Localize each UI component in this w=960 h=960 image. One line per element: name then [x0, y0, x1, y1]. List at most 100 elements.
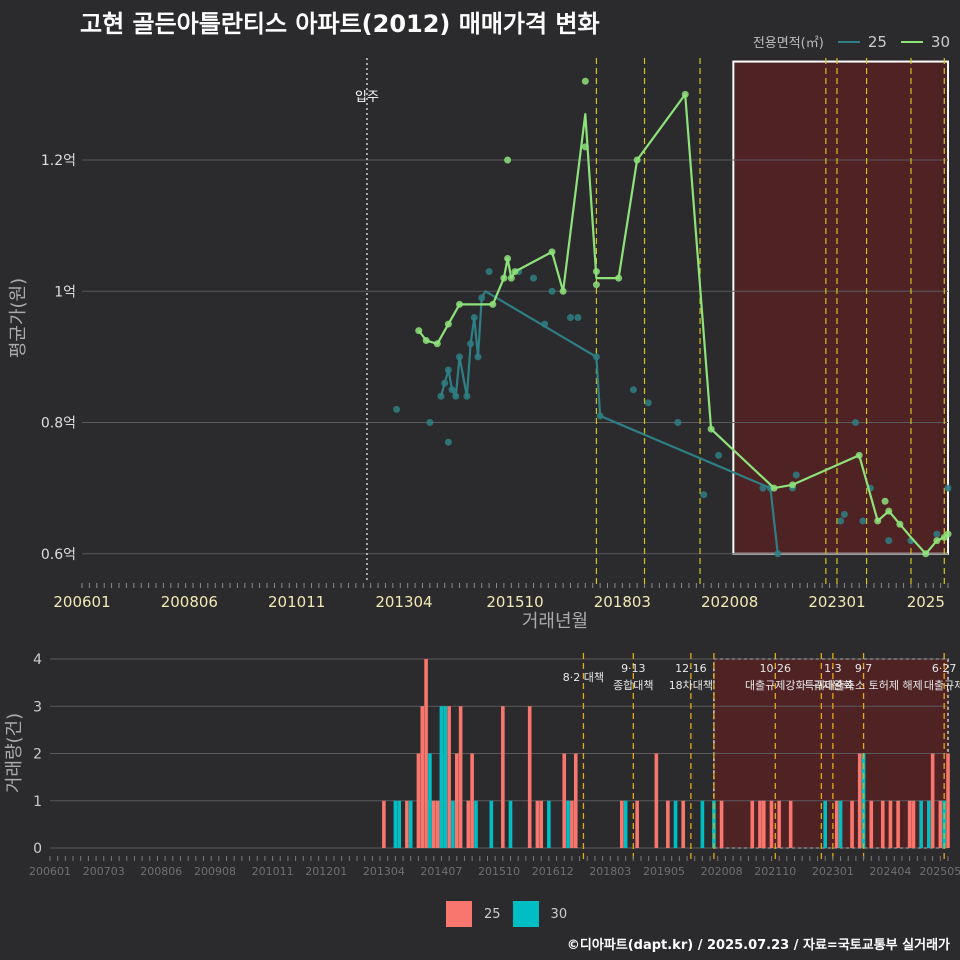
volume-event-label: 대출규제 [924, 679, 960, 692]
price-point-25 [674, 419, 682, 426]
volume-bar-25 [896, 800, 900, 848]
volume-bar-25 [573, 753, 578, 848]
price-point-25 [792, 471, 800, 479]
volume-event-label: 6·27 [932, 662, 957, 675]
legend-label-25: 25 [867, 32, 887, 51]
volume-x-tick-label: 202110 [754, 865, 796, 878]
volume-bar-25 [769, 800, 774, 848]
volume-bar-25 [907, 800, 912, 848]
volume-bar-25 [719, 800, 724, 848]
price-series-line-30 [417, 93, 949, 555]
price-point-25 [715, 451, 723, 459]
volume-bar-25 [834, 800, 839, 848]
volume-bar-30 [443, 706, 448, 848]
volume-bar-30 [861, 753, 866, 848]
price-y-tick-label: 1억 [54, 284, 76, 300]
volume-bar-30 [439, 706, 444, 848]
volume-bar-25 [681, 800, 686, 848]
price-y-axis-title: 평균가(원) [8, 278, 29, 358]
volume-event-label: 9·13 [621, 662, 646, 675]
volume-bar-30 [673, 800, 678, 848]
price-y-tick-label: 0.8억 [41, 416, 76, 432]
volume-bar-25 [620, 800, 624, 848]
price-point-25 [548, 287, 556, 295]
legend-swatch-25 [837, 40, 860, 43]
size-legend: 전용면적(㎡) 25 30 [753, 32, 950, 52]
volume-y-tick-label: 3 [33, 699, 42, 715]
volume-bar-25 [635, 800, 639, 848]
volume-bar-25 [501, 706, 505, 848]
volume-x-tick-label: 202505 [919, 865, 960, 878]
price-y-tick-label: 0.6억 [41, 547, 76, 563]
volume-bar-25 [382, 800, 386, 848]
volume-bar-30 [508, 800, 513, 848]
volume-bar-30 [823, 800, 827, 848]
bar-legend-label-25: 25 [484, 906, 501, 922]
volume-bar-30 [451, 800, 455, 848]
volume-event-label: 종합대책 [613, 679, 653, 692]
volume-y-tick-label: 1 [33, 794, 42, 810]
volume-bar-25 [466, 800, 471, 848]
volume-bar-25 [535, 800, 540, 848]
volume-y-tick-label: 2 [33, 747, 42, 763]
price-x-tick-label: 2025 [907, 593, 945, 611]
volume-bar-25 [761, 800, 766, 848]
volume-x-tick-label: 201612 [532, 865, 574, 878]
volume-bar-30 [927, 800, 931, 848]
volume-bar-25 [857, 753, 862, 848]
legend-label-30: 30 [930, 32, 950, 51]
volume-bar-30 [397, 800, 402, 848]
price-x-tick-label: 201304 [375, 593, 432, 611]
source-credit: ©디아파트(dapt.kr) / 2025.07.23 / 자료=국토교통부 실… [566, 938, 950, 953]
price-point-30 [881, 497, 889, 505]
volume-bar-30 [566, 800, 570, 848]
price-point-25 [644, 399, 652, 407]
bar-legend-swatch-30 [512, 901, 539, 927]
price-y-tick-label: 1.2억 [41, 153, 76, 169]
volume-x-tick-label: 201407 [420, 865, 462, 878]
price-point-25 [530, 274, 538, 282]
volume-event-label: 10·26 [760, 662, 792, 675]
volume-bar-25 [424, 659, 428, 848]
price-point-25 [574, 314, 582, 321]
volume-event-label: 규제완화 [813, 679, 853, 692]
price-point-30 [592, 281, 600, 289]
volume-bar-25 [435, 800, 440, 848]
price-point-25 [567, 314, 575, 321]
price-point-25 [837, 517, 845, 525]
volume-bar-25 [938, 800, 943, 848]
volume-event-label: 12·16 [675, 662, 707, 675]
price-point-25 [933, 530, 941, 538]
volume-bar-30 [547, 800, 551, 848]
volume-bar-30 [623, 800, 628, 848]
volume-bar-25 [539, 800, 544, 848]
price-x-tick-label: 202008 [701, 593, 758, 611]
volume-y-tick-label: 0 [33, 841, 42, 857]
volume-bar-25 [666, 800, 670, 848]
price-point-25 [885, 537, 893, 545]
volume-bar-25 [850, 800, 854, 848]
volume-bar-25 [527, 706, 532, 848]
price-point-25 [700, 491, 708, 499]
volume-bar-25 [454, 753, 459, 848]
bar-legend: 25 30 [446, 901, 567, 927]
volume-bar-25 [750, 800, 755, 848]
volume-x-tick-label: 200806 [140, 865, 182, 878]
volume-bar-25 [911, 800, 916, 848]
volume-bar-25 [405, 800, 409, 848]
volume-bar-30 [919, 800, 923, 848]
volume-event-label: 1·3 [824, 662, 842, 675]
price-x-tick-label: 201510 [486, 593, 543, 611]
volume-y-tick-label: 4 [33, 652, 42, 668]
volume-bar-25 [447, 706, 451, 848]
legend-swatch-30 [900, 40, 923, 43]
volume-event-label: 대출규제강화 [745, 679, 806, 692]
volume-bar-25 [416, 753, 421, 848]
volume-x-tick-label: 200703 [83, 865, 125, 878]
volume-bar-30 [408, 800, 413, 848]
volume-bar-25 [888, 800, 893, 848]
price-point-25 [859, 517, 867, 525]
price-point-25 [944, 484, 952, 492]
